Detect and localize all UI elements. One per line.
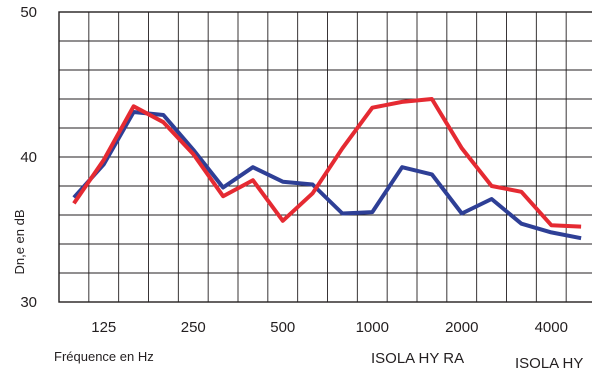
- series-line-isola-hy: [72, 110, 582, 241]
- y-tick-label: 40: [20, 149, 37, 166]
- x-tick-label: 500: [270, 319, 295, 336]
- series-line-isola-hy-ra: [72, 97, 582, 229]
- x-tick-label: 2000: [445, 319, 478, 336]
- x-tick-label: 4000: [535, 319, 568, 336]
- y-tick-labels: 30 40 50: [20, 4, 37, 311]
- y-tick-label: 30: [20, 294, 37, 311]
- x-tick-label: 125: [91, 319, 116, 336]
- x-tick-label: 1000: [356, 319, 389, 336]
- x-tick-labels: 125 250 500 1000 2000 4000: [91, 319, 568, 336]
- chart-grid: [59, 12, 592, 302]
- legend: ISOLA HY RA ISOLA HY: [371, 350, 583, 371]
- y-tick-label: 50: [20, 4, 37, 21]
- x-axis-label: Fréquence en Hz: [54, 349, 154, 364]
- legend-label-isola-hy-ra: ISOLA HY RA: [371, 350, 464, 367]
- plot-frame: [58, 11, 592, 303]
- y-axis-label: Dn,e en dB: [12, 209, 27, 274]
- legend-label-isola-hy: ISOLA HY: [515, 355, 583, 371]
- series-layer: [72, 97, 582, 241]
- x-tick-label: 250: [181, 319, 206, 336]
